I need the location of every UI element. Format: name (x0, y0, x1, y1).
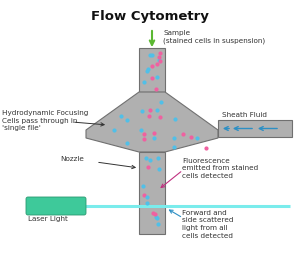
Text: Hydrodynamic Focusing
Cells pass through in
'single file': Hydrodynamic Focusing Cells pass through… (2, 110, 88, 131)
FancyBboxPatch shape (26, 197, 86, 215)
FancyBboxPatch shape (139, 152, 165, 234)
Polygon shape (86, 92, 218, 152)
Text: Laser Light: Laser Light (28, 216, 68, 222)
Text: Fluorescence
emitted from stained
cells detected: Fluorescence emitted from stained cells … (182, 158, 258, 179)
Text: Forward and
side scattered
light from all
cells detected: Forward and side scattered light from al… (182, 210, 233, 238)
Text: Flow Cytometry: Flow Cytometry (91, 10, 209, 23)
Text: Sheath Fluid: Sheath Fluid (222, 112, 267, 118)
Text: Nozzle: Nozzle (60, 156, 84, 162)
Polygon shape (218, 120, 292, 137)
Text: Sample
(stained cells in suspension): Sample (stained cells in suspension) (163, 30, 265, 44)
FancyBboxPatch shape (139, 48, 165, 92)
